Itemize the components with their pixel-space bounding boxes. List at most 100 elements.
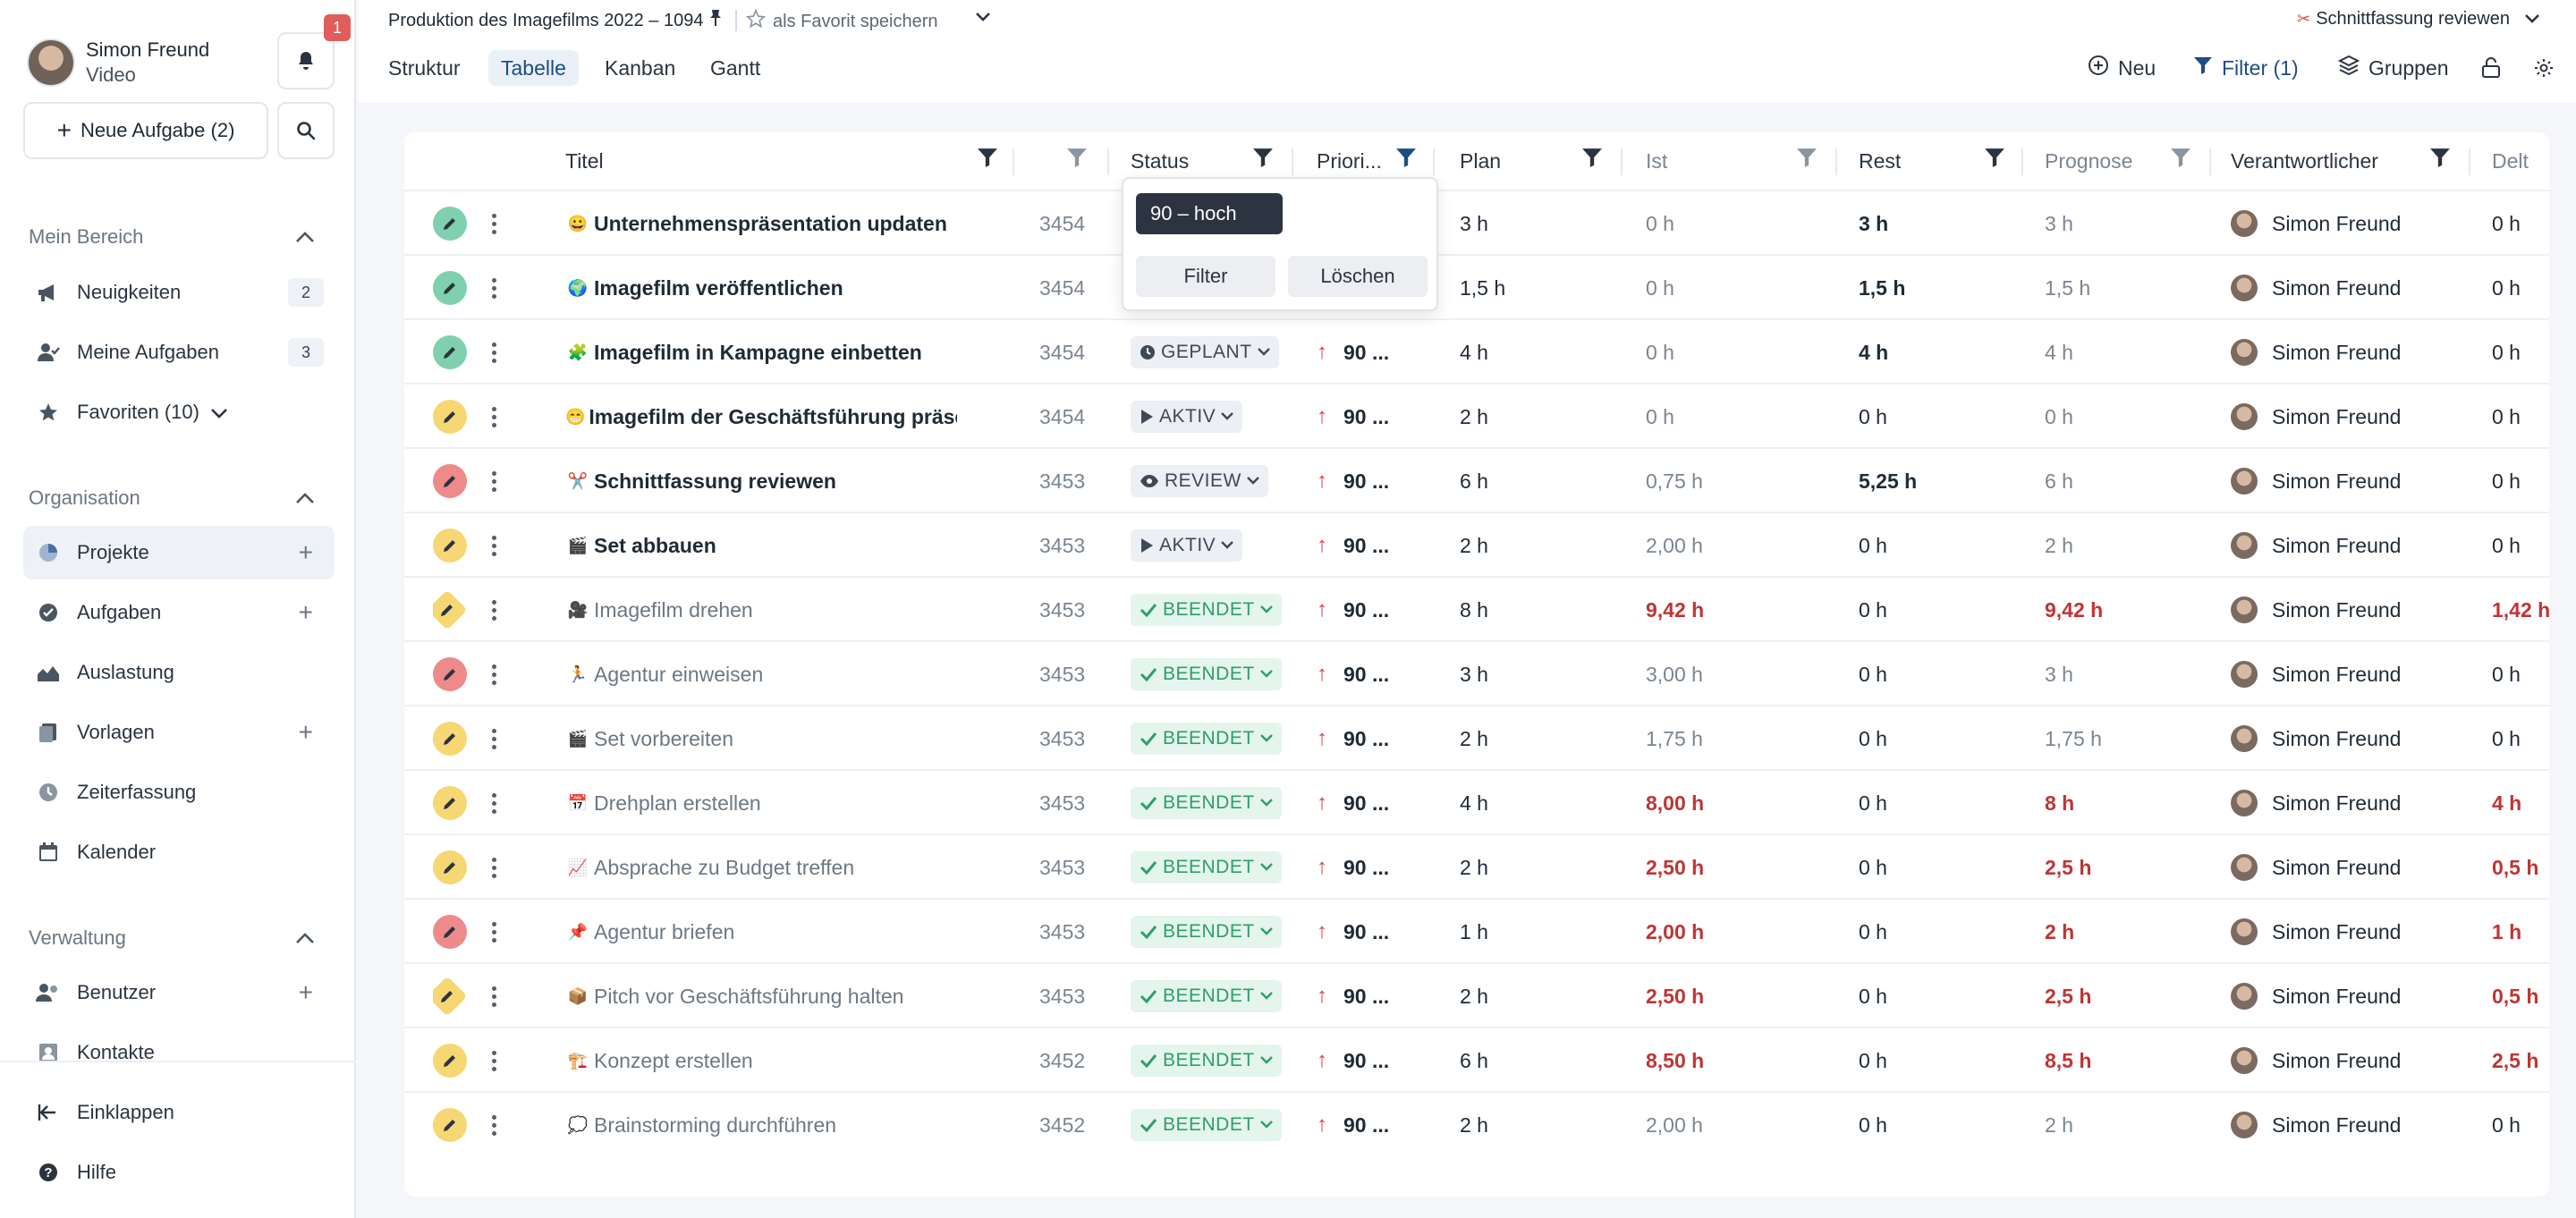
status-cell[interactable]: BEENDET (1131, 835, 1283, 900)
row-menu-button[interactable] (490, 642, 508, 706)
task-title-cell[interactable]: 🧩 Imagefilm in Kampagne einbetten (565, 320, 957, 385)
table-row[interactable]: 📌 Agentur briefen 3453 BEENDET ↑ 90 ... 1 h 2,0… (404, 898, 2549, 962)
task-title-cell[interactable]: 🏃 Agentur einweisen (565, 642, 957, 706)
responsible-cell[interactable]: Simon Freund (2231, 706, 2463, 771)
edit-task-button[interactable] (433, 1093, 472, 1157)
user-card[interactable]: Simon Freund Video (27, 30, 331, 95)
sidebar-item-kontakte[interactable]: Kontakte (23, 1026, 335, 1079)
row-menu-button[interactable] (490, 771, 508, 835)
edit-task-button[interactable] (433, 191, 472, 256)
priority-cell[interactable]: ↑ 90 ... (1317, 533, 1390, 557)
table-row[interactable]: 😀 Unternehmenspräsentation updaten 3454 3 h… (404, 190, 2549, 254)
edit-task-button[interactable] (433, 900, 472, 964)
priority-cell[interactable]: ↑ 90 ... (1317, 469, 1390, 493)
row-menu-button[interactable] (490, 191, 508, 256)
responsible-cell[interactable]: Simon Freund (2231, 1093, 2463, 1157)
row-menu-button[interactable] (490, 835, 508, 900)
row-menu-button[interactable] (490, 256, 508, 320)
task-title[interactable]: Unternehmenspräsentation updaten (594, 211, 947, 235)
task-title[interactable]: Imagefilm in Kampagne einbetten (594, 340, 922, 364)
filter-active-icon[interactable] (1395, 147, 1417, 168)
table-row[interactable]: 🎥 Imagefilm drehen 3453 BEENDET ↑ 90 ... 8 h 9,… (404, 576, 2549, 640)
status-badge[interactable]: BEENDET (1131, 594, 1282, 626)
status-badge[interactable]: AKTIV (1131, 529, 1243, 562)
status-cell[interactable]: BEENDET (1131, 1093, 1283, 1157)
project-dropdown-toggle[interactable] (975, 7, 991, 28)
edit-task-button[interactable] (433, 964, 472, 1028)
sidebar-item-aufgaben[interactable]: Aufgaben + (23, 586, 335, 639)
status-badge[interactable]: AKTIV (1131, 401, 1243, 433)
column-header-delta[interactable]: Delt (2492, 148, 2529, 173)
sidebar-item-benutzer[interactable]: Benutzer + (23, 966, 335, 1019)
priority-cell[interactable]: ↑ 90 ... (1317, 404, 1390, 428)
task-title-cell[interactable]: 🌍 Imagefilm veröffentlichen (565, 256, 957, 320)
groups-button[interactable]: Gruppen (2337, 52, 2449, 84)
task-title-cell[interactable]: ✂️ Schnittfassung reviewen (565, 449, 957, 513)
task-title[interactable]: Agentur briefen (594, 919, 735, 943)
current-task-selector[interactable]: ✂ Schnittfassung reviewen (2297, 9, 2540, 30)
collapse-sidebar-button[interactable]: Einklappen (23, 1086, 335, 1139)
new-task-button[interactable]: + Neue Aufgabe (2) (23, 102, 268, 159)
task-title[interactable]: Absprache zu Budget treffen (594, 855, 855, 879)
filter-icon[interactable] (2170, 147, 2191, 168)
priority-cell[interactable]: ↑ 90 ... (1317, 340, 1390, 364)
status-cell[interactable]: BEENDET (1131, 771, 1283, 835)
status-cell[interactable]: BEENDET (1131, 706, 1283, 771)
column-header-plan[interactable]: Plan (1460, 148, 1502, 173)
status-badge[interactable]: BEENDET (1131, 1109, 1282, 1141)
status-cell[interactable]: AKTIV (1131, 385, 1283, 449)
status-cell[interactable]: BEENDET (1131, 900, 1283, 964)
priority-cell[interactable]: ↑ 90 ... (1317, 855, 1390, 879)
add-template-button[interactable]: + (298, 718, 313, 746)
status-badge[interactable]: BEENDET (1131, 723, 1282, 755)
column-header-prioritaet[interactable]: Priori... (1317, 148, 1382, 173)
filter-button[interactable]: Filter (1) (2193, 52, 2299, 84)
priority-cell[interactable]: ↑ 90 ... (1317, 1048, 1390, 1072)
table-row[interactable]: 💭 Brainstorming durchführen 3452 BEENDET ↑ 90… (404, 1091, 2549, 1155)
task-title-cell[interactable]: 😁Imagefilm der Geschäftsführung präsenti… (565, 385, 957, 449)
table-row[interactable]: 📦 Pitch vor Geschäftsführung halten 3453 BE… (404, 962, 2549, 1027)
tab-kanban[interactable]: Kanban (605, 55, 676, 80)
table-row[interactable]: 😁Imagefilm der Geschäftsführung präsenti… (404, 383, 2549, 447)
table-row[interactable]: 🧩 Imagefilm in Kampagne einbetten 3454 GEPL… (404, 318, 2549, 383)
task-title-cell[interactable]: 🎥 Imagefilm drehen (565, 578, 957, 642)
add-user-button[interactable]: + (298, 978, 313, 1006)
status-badge[interactable]: REVIEW (1131, 465, 1268, 497)
table-row[interactable]: 🎬 Set abbauen 3453 AKTIV ↑ 90 ... 2 h 2,00 h 0 h… (404, 512, 2549, 576)
add-task-button[interactable]: + (298, 598, 313, 626)
column-header-verantwortlicher[interactable]: Verantwortlicher (2231, 148, 2378, 173)
edit-task-button[interactable] (433, 642, 472, 706)
task-title-cell[interactable]: 📈 Absprache zu Budget treffen (565, 835, 957, 900)
filter-icon[interactable] (1984, 147, 2005, 168)
row-menu-button[interactable] (490, 320, 508, 385)
table-row[interactable]: ✂️ Schnittfassung reviewen 3453 REVIEW ↑ 90 .… (404, 447, 2549, 512)
table-row[interactable]: 📈 Absprache zu Budget treffen 3453 BEENDET ↑… (404, 833, 2549, 898)
filter-icon[interactable] (1796, 147, 1818, 168)
filter-icon[interactable] (1252, 147, 1274, 168)
status-badge[interactable]: BEENDET (1131, 658, 1282, 690)
responsible-cell[interactable]: Simon Freund (2231, 1028, 2463, 1093)
priority-cell[interactable]: ↑ 90 ... (1317, 984, 1390, 1008)
sidebar-item-favoriten[interactable]: Favoriten (10) (23, 385, 335, 439)
column-header-rest[interactable]: Rest (1859, 148, 1902, 173)
task-title[interactable]: Set abbauen (594, 533, 716, 557)
responsible-cell[interactable]: Simon Freund (2231, 578, 2463, 642)
column-header-status[interactable]: Status (1131, 148, 1190, 173)
help-button[interactable]: ? Hilfe (23, 1146, 335, 1199)
add-project-button[interactable]: + (298, 538, 313, 566)
priority-cell[interactable]: ↑ 90 ... (1317, 791, 1390, 815)
priority-cell[interactable]: ↑ 90 ... (1317, 1112, 1390, 1137)
task-title-cell[interactable]: 📌 Agentur briefen (565, 900, 957, 964)
new-button[interactable]: Neu (2088, 52, 2156, 84)
tab-gantt[interactable]: Gantt (710, 55, 761, 80)
responsible-cell[interactable]: Simon Freund (2231, 513, 2463, 578)
task-title[interactable]: Drehplan erstellen (594, 791, 761, 815)
status-badge[interactable]: BEENDET (1131, 980, 1282, 1012)
tab-struktur[interactable]: Struktur (388, 55, 461, 80)
status-cell[interactable]: GEPLANT (1131, 320, 1283, 385)
sidebar-item-projekte[interactable]: Projekte + (23, 526, 335, 579)
responsible-cell[interactable]: Simon Freund (2231, 256, 2463, 320)
search-button[interactable] (277, 102, 335, 159)
sidebar-item-neuigkeiten[interactable]: Neuigkeiten 2 (23, 266, 335, 319)
status-badge[interactable]: BEENDET (1131, 787, 1282, 819)
